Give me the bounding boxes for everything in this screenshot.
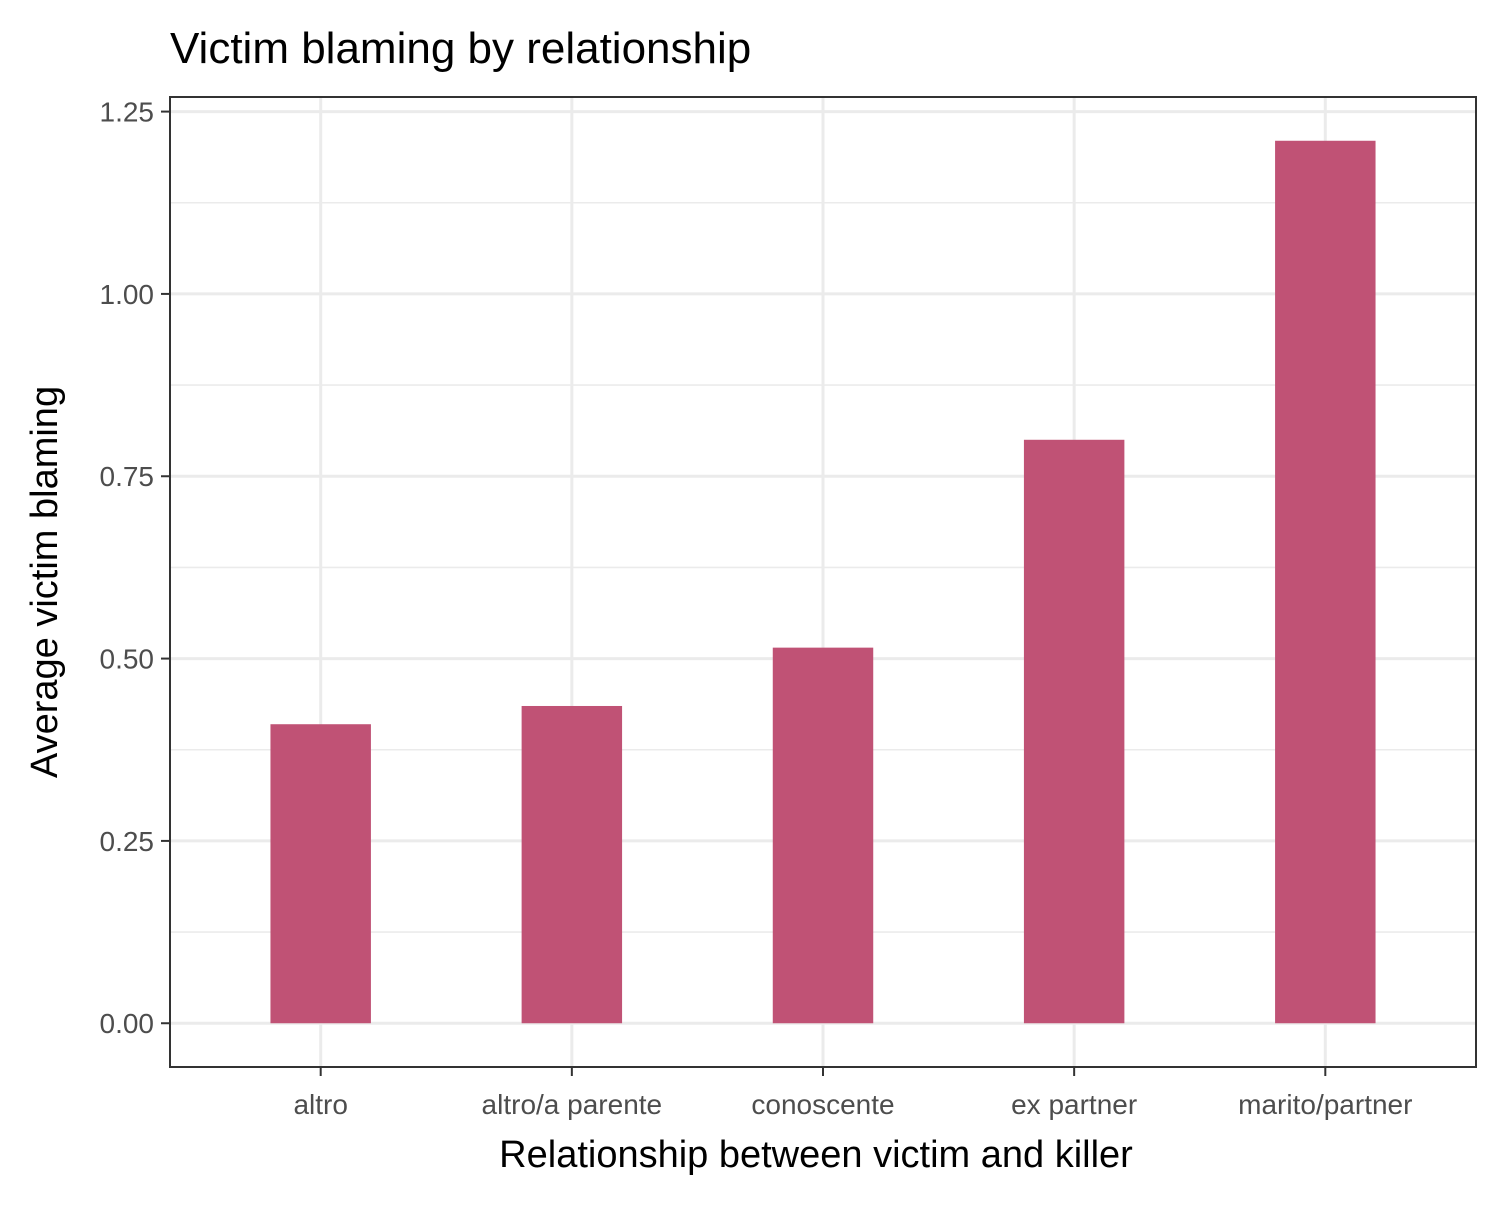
- y-tick-label: 0.25: [100, 826, 155, 857]
- y-axis-title: Average victim blaming: [24, 386, 66, 778]
- bar-marito-partner: [1275, 140, 1376, 1024]
- bars: [270, 140, 1376, 1024]
- x-tick-label: altro: [293, 1089, 347, 1120]
- bar-altro-a-parente: [521, 705, 623, 1024]
- axes: 0.00 0.25 0.50 0.75 1.00 1.25 altro altro/a par…: [100, 97, 1413, 1120]
- y-tick-label: 1.00: [100, 279, 155, 310]
- x-tick-label: ex partner: [1011, 1089, 1137, 1120]
- bar-altro: [270, 724, 371, 1024]
- y-tick-label: 0.50: [100, 644, 155, 675]
- y-tick-label: 0.75: [100, 461, 155, 492]
- x-tick-label: conoscente: [751, 1089, 894, 1120]
- x-axis-title: Relationship between victim and killer: [499, 1134, 1133, 1176]
- y-tick-label: 0.00: [100, 1008, 155, 1039]
- x-tick-label: marito/partner: [1238, 1089, 1412, 1120]
- bar-ex-partner: [1023, 439, 1125, 1024]
- bar-conoscente: [772, 647, 874, 1024]
- x-tick-label: altro/a parente: [482, 1089, 663, 1120]
- chart-title: Victim blaming by relationship: [170, 24, 751, 73]
- y-tick-label: 1.25: [100, 97, 155, 128]
